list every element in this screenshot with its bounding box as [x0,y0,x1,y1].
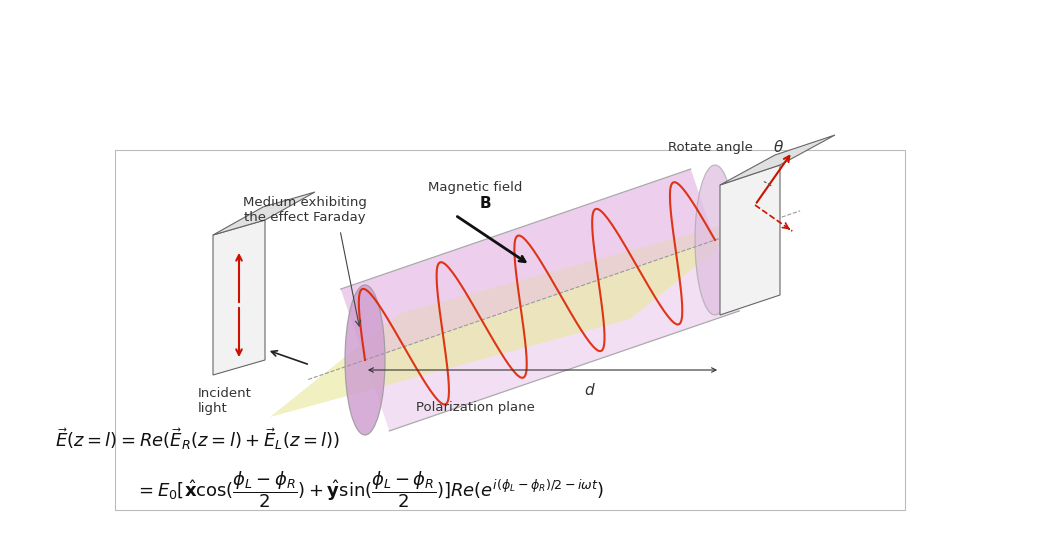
Polygon shape [340,169,740,431]
Polygon shape [340,169,715,360]
Text: Rotate angle: Rotate angle [669,141,753,154]
Ellipse shape [345,285,385,435]
Text: Magnetic field: Magnetic field [427,180,522,194]
Text: Polarization plane: Polarization plane [416,401,535,414]
Polygon shape [213,192,315,235]
Text: $d$: $d$ [585,382,596,398]
Polygon shape [213,220,265,375]
Polygon shape [720,135,836,185]
Text: Incident
light: Incident light [198,387,252,415]
Ellipse shape [695,165,735,315]
Text: Medium exhibiting
the effect Faraday: Medium exhibiting the effect Faraday [243,196,367,224]
Text: $= E_0[\hat{\mathbf{x}}\cos(\dfrac{\phi_L - \phi_R}{2}) + \hat{\mathbf{y}}\sin(\: $= E_0[\hat{\mathbf{x}}\cos(\dfrac{\phi_… [135,470,604,510]
Text: $\vec{E}(z = l) = Re(\vec{E}_R(z = l) + \vec{E}_L(z = l))$: $\vec{E}(z = l) = Re(\vec{E}_R(z = l) + … [55,426,340,452]
Polygon shape [270,215,760,417]
Bar [115,150,905,510]
Text: $\theta$: $\theta$ [773,139,784,155]
Text: $\mathbf{B}$: $\mathbf{B}$ [478,195,491,211]
Polygon shape [720,165,780,315]
